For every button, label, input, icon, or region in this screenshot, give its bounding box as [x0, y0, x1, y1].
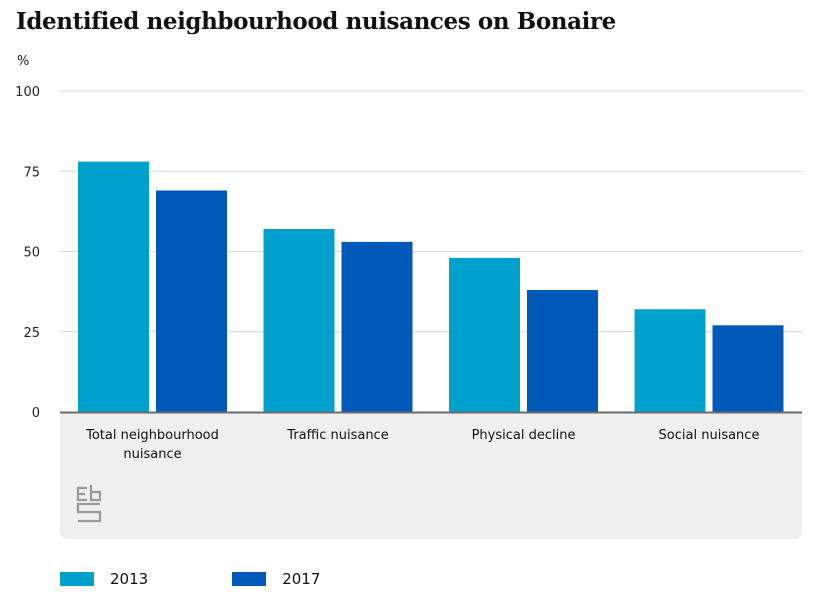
legend-swatch-2013	[60, 572, 94, 586]
bar-2017-2	[527, 290, 598, 412]
x-tick-label-0-line-1: nuisance	[123, 447, 181, 462]
x-tick-label-1: Traffic nuisance	[286, 428, 388, 443]
legend-label-2017: 2017	[282, 570, 321, 588]
x-tick-label-0-line-0: Total neighbourhood	[85, 428, 219, 443]
bar-2017-3	[712, 325, 784, 412]
bar-2013-0	[78, 161, 149, 412]
bar-2017-1	[341, 241, 413, 412]
y-tick-label-50: 50	[23, 246, 40, 261]
y-tick-label-75: 75	[23, 165, 40, 180]
legend-label-2013: 2013	[110, 570, 149, 588]
legend-item-2017: 2017	[232, 570, 320, 588]
bar-2013-2	[449, 257, 520, 412]
bar-2013-3	[634, 309, 706, 412]
legend-item-2013: 2013	[60, 570, 148, 588]
x-tick-label-2: Physical decline	[472, 428, 576, 443]
legend: 2013 2017	[60, 570, 352, 588]
x-tick-label-3: Social nuisance	[659, 428, 760, 443]
legend-swatch-2017	[232, 572, 267, 586]
y-axis-unit-label: %	[17, 54, 30, 69]
bar-2013-1	[263, 229, 335, 412]
chart-title: Identified neighbourhood nuisances on Bo…	[16, 8, 616, 35]
bar-2017-0	[156, 190, 227, 412]
y-tick-label-0: 0	[32, 406, 40, 421]
category-label-panel	[60, 413, 802, 539]
cbs-logo-icon	[76, 485, 102, 523]
y-tick-label-25: 25	[23, 326, 40, 341]
y-tick-label-100: 100	[15, 85, 40, 100]
